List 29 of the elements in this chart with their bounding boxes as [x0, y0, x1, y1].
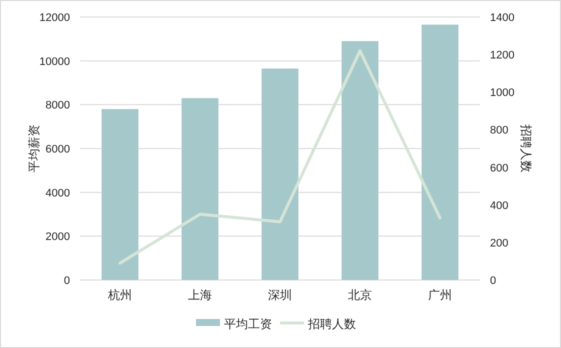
y-tick-label: 8000 [46, 100, 70, 112]
y2-tick-label: 1400 [490, 12, 514, 24]
bar [342, 41, 378, 280]
bar [422, 24, 458, 280]
y2-tick-label: 600 [490, 162, 508, 174]
bar [262, 68, 298, 280]
y-tick-label: 12000 [39, 12, 70, 24]
y-tick-label: 10000 [39, 56, 70, 68]
bar [182, 98, 218, 280]
legend-label: 平均工资 [224, 317, 272, 331]
legend-label: 招聘人数 [307, 317, 356, 331]
x-tick-label: 广州 [428, 288, 452, 302]
y-tick-label: 4000 [46, 187, 70, 200]
y2-tick-label: 200 [490, 237, 508, 250]
bar [102, 109, 138, 280]
x-tick-label: 北京 [348, 288, 372, 302]
x-tick-label: 深圳 [268, 288, 292, 302]
y2-tick-label: 800 [490, 124, 508, 137]
x-tick-label: 杭州 [107, 288, 132, 302]
y2-tick-label: 1000 [490, 87, 514, 100]
y-tick-label: 0 [64, 275, 70, 287]
y-tick-label: 2000 [46, 231, 70, 244]
y-axis-title: 平均薪资 [27, 124, 41, 172]
y2-axis-title: 招聘人数 [519, 124, 533, 172]
x-tick-label: 上海 [188, 288, 212, 302]
y2-tick-label: 1200 [490, 50, 514, 62]
y-tick-label: 6000 [46, 144, 70, 156]
y2-tick-label: 0 [490, 275, 496, 287]
y2-tick-label: 400 [490, 200, 508, 212]
